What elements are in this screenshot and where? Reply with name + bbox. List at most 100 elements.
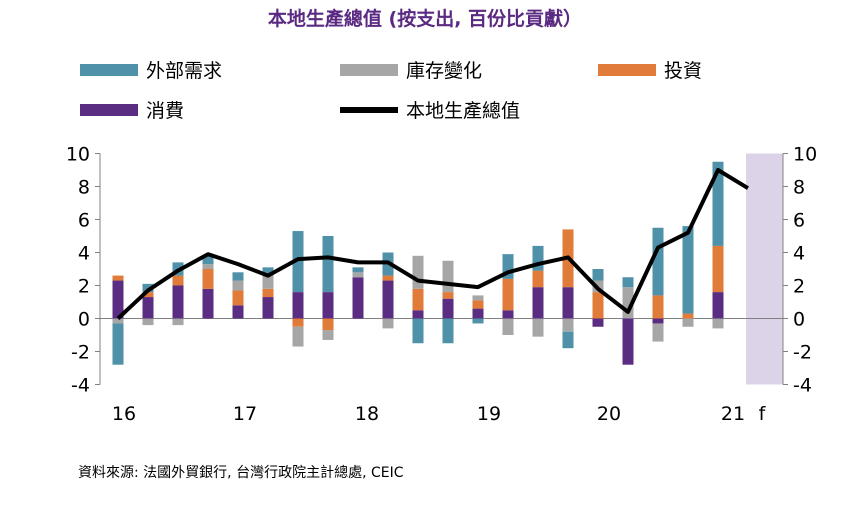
bar-segment <box>112 318 124 324</box>
legend-label: 庫存變化 <box>406 60 483 82</box>
legend-gdp: 本地生產總值 <box>340 96 520 123</box>
bar-segment <box>352 267 364 273</box>
x-tick-label: 17 <box>233 403 257 425</box>
legend-consumption: 消費 <box>80 96 184 123</box>
bar-segment <box>442 260 454 293</box>
bar-segment <box>292 292 304 319</box>
bar-segment <box>472 318 484 324</box>
chart-plot: -4 -4 -2 -2 0 0 2 2 4 4 6 6 8 8 10 10 16 17 18 19 20 21 f <box>66 144 817 426</box>
bar-segment <box>472 308 484 319</box>
x-tick-label: 21 <box>721 403 745 425</box>
bar-segment <box>682 318 694 327</box>
bar-segment <box>142 292 154 298</box>
legend-swatch <box>80 103 138 116</box>
bar-segment <box>622 287 634 319</box>
bar-segment <box>262 267 274 274</box>
legend-label: 本地生產總值 <box>406 100 521 122</box>
source-note: 資料來源: 法國外貿銀行, 台灣行政院主計總處, CEIC <box>78 465 404 481</box>
x-tick-label: 19 <box>477 403 501 425</box>
bar-segment <box>382 275 394 281</box>
bar-segment <box>412 288 424 311</box>
bar-segment <box>142 318 154 326</box>
bar-segment <box>682 313 694 319</box>
bar-segment <box>232 280 244 291</box>
bar-segment <box>202 269 214 289</box>
x-tick-label: 20 <box>597 403 621 425</box>
bar-segment <box>142 297 154 319</box>
bar-segment <box>202 255 214 265</box>
bar-segment <box>202 288 214 319</box>
legend-swatch <box>340 63 398 76</box>
bar-segment <box>652 323 664 342</box>
x-tick-label: 18 <box>355 403 379 425</box>
y-tick-label-left: 10 <box>66 144 90 166</box>
y-tick-label-right: 8 <box>793 177 805 199</box>
bar-segment <box>592 269 604 281</box>
y-tick-label-left: -4 <box>71 375 90 397</box>
legend-label: 消費 <box>146 100 185 122</box>
bar-segment <box>502 318 514 335</box>
bar-segment <box>112 275 124 281</box>
bar-segment <box>592 318 604 327</box>
bar-segment <box>532 318 544 337</box>
bar-segment <box>412 318 424 344</box>
legend-swatch <box>598 63 656 76</box>
bar-segment <box>622 277 634 288</box>
bar-segment <box>262 297 274 319</box>
y-tick-label-left: 2 <box>78 276 90 298</box>
y-tick-label-left: 4 <box>78 243 90 265</box>
legend-external-demand: 外部需求 <box>80 56 222 83</box>
y-tick-label-left: 6 <box>78 210 90 232</box>
bar-segment <box>442 298 454 319</box>
bar-segment <box>502 310 514 319</box>
y-tick-label-right: -2 <box>793 342 812 364</box>
bar-segment <box>412 255 424 289</box>
bar-segment <box>532 270 544 288</box>
bar-segment <box>202 264 214 269</box>
bar-segment <box>712 318 724 329</box>
legend-inventory-change: 庫存變化 <box>340 56 482 83</box>
y-tick-label-left: 0 <box>78 309 90 331</box>
bar-segment <box>712 292 724 319</box>
bar-segment <box>352 277 364 319</box>
bar-segment <box>382 318 394 329</box>
x-tick-label: 16 <box>112 403 136 425</box>
y-tick-label-right: 0 <box>793 309 805 331</box>
bar-segment <box>682 226 694 314</box>
bar-segment <box>322 236 334 293</box>
bar-segment <box>172 318 184 326</box>
y-tick-label-left: -2 <box>71 342 90 364</box>
y-tick-label-right: 6 <box>793 210 805 232</box>
bar-segment <box>712 245 724 293</box>
bar-segment <box>172 285 184 319</box>
bar-segment <box>652 318 664 324</box>
y-tick-label-right: 10 <box>793 144 817 166</box>
bar-segment <box>442 318 454 344</box>
bar-segment <box>322 318 334 331</box>
bar-segment <box>712 161 724 246</box>
y-tick-label-right: -4 <box>793 375 812 397</box>
bar-segment <box>232 272 244 281</box>
legend-swatch <box>80 63 138 76</box>
bar-segment <box>412 310 424 319</box>
bar-segment <box>652 295 664 319</box>
legend-label: 投資 <box>664 60 703 82</box>
gdp-line <box>116 168 750 320</box>
legend-line <box>340 106 398 113</box>
bar-segment <box>232 305 244 319</box>
bar-segment <box>652 227 664 296</box>
x-tick-label: f <box>759 403 767 425</box>
bar-segment <box>562 318 574 332</box>
bar-segment <box>622 318 634 365</box>
bar-segment <box>532 287 544 319</box>
bar-segment <box>502 254 514 279</box>
bar-segment <box>592 292 604 319</box>
bar-segment <box>292 326 304 347</box>
bar-segment <box>142 283 154 293</box>
bar-segment <box>112 323 124 365</box>
bar-segment <box>382 280 394 319</box>
bar-segment <box>472 300 484 309</box>
legend-investment: 投資 <box>598 56 702 83</box>
y-tick-label-left: 8 <box>78 177 90 199</box>
bar-segment <box>292 318 304 327</box>
